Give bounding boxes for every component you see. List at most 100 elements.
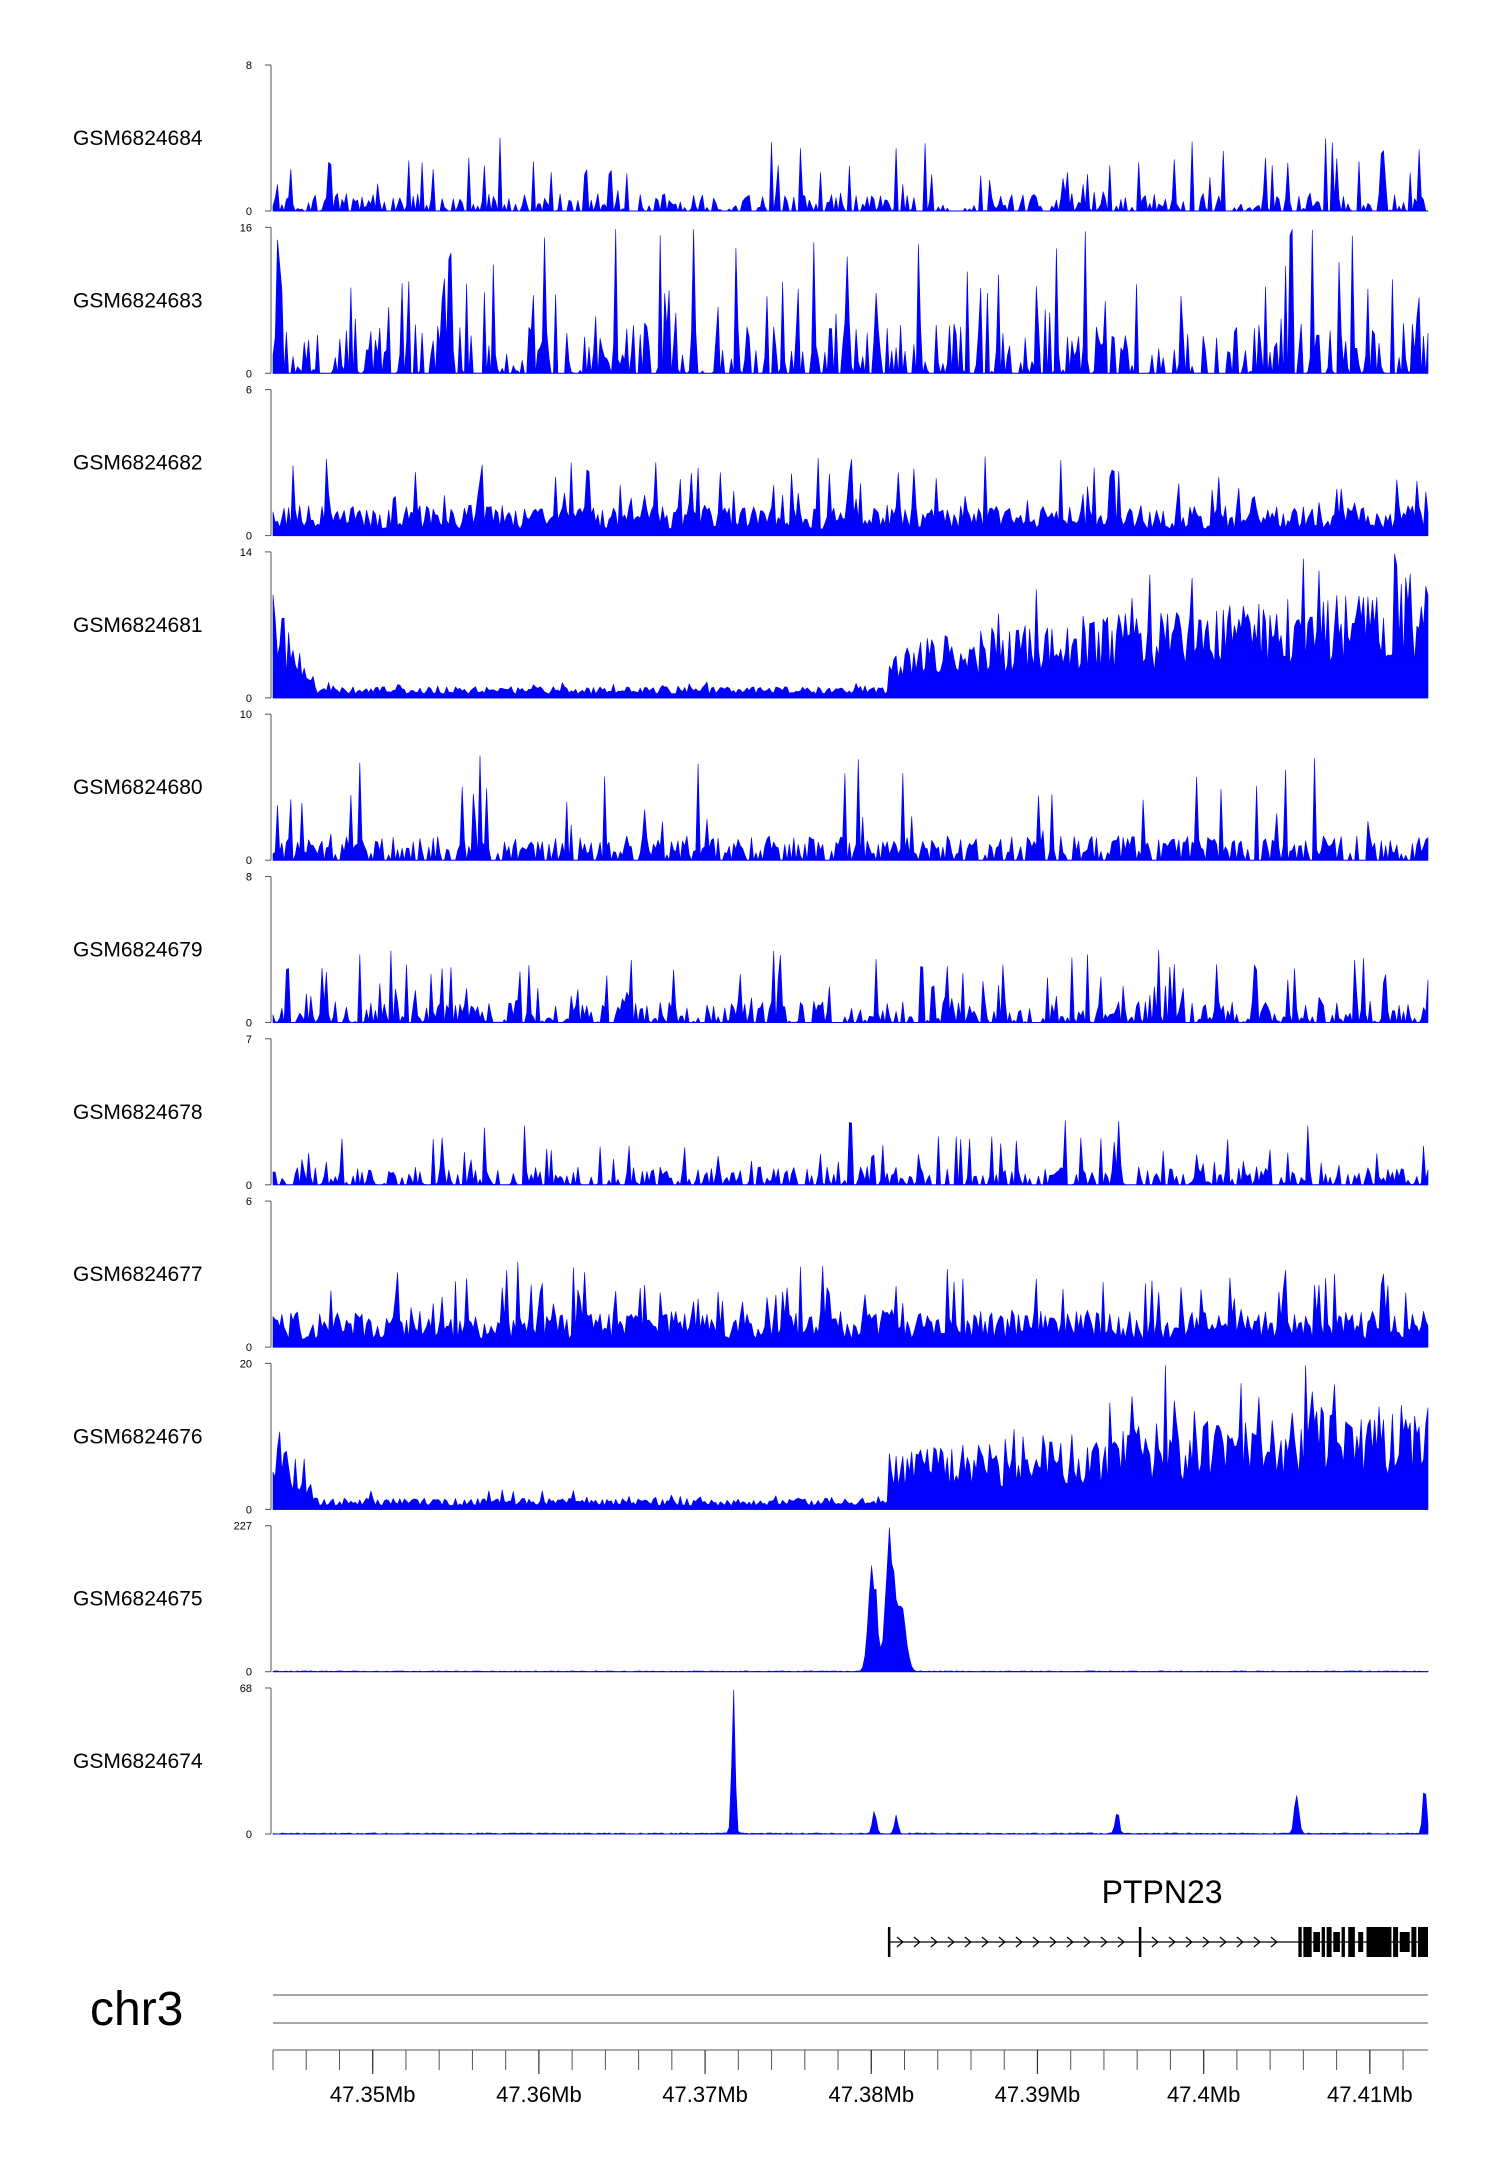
gene-exon	[1321, 1927, 1325, 1957]
signal-area	[272, 1120, 1429, 1186]
strand-arrow	[896, 1936, 904, 1948]
gene-exon	[1303, 1927, 1312, 1957]
gene-exon	[1418, 1927, 1428, 1957]
signal-area	[272, 755, 1429, 861]
signal-area	[272, 1689, 1429, 1835]
y-min-label: 0	[246, 1180, 252, 1192]
track-label: GSM6824674	[73, 1750, 203, 1773]
track-gsm6824674: GSM6824674 68 0	[73, 1683, 1429, 1841]
track-gsm6824679: GSM6824679 8 0	[73, 872, 1429, 1030]
strand-arrow	[1168, 1936, 1176, 1948]
strand-arrow	[1117, 1936, 1125, 1948]
strand-arrow	[1015, 1936, 1023, 1948]
signal-area	[272, 1365, 1429, 1510]
track-gsm6824678: GSM6824678 7 0	[73, 1034, 1429, 1192]
strand-arrow	[1202, 1936, 1210, 1948]
y-max-label: 16	[240, 222, 252, 234]
strand-arrow	[1083, 1936, 1091, 1948]
y-min-label: 0	[246, 855, 252, 867]
strand-arrow	[1032, 1936, 1040, 1948]
track-label: GSM6824680	[73, 776, 203, 799]
gene-exon	[1366, 1927, 1392, 1957]
y-min-label: 0	[246, 531, 252, 543]
signal-area	[272, 553, 1429, 699]
track-gsm6824675: GSM6824675 227 0	[73, 1521, 1429, 1679]
signal-area	[272, 1261, 1429, 1348]
gene-exon	[1138, 1927, 1142, 1957]
gene-exon	[1348, 1927, 1355, 1957]
strand-arrow	[1236, 1936, 1244, 1948]
strand-arrow	[1100, 1936, 1108, 1948]
strand-arrow	[1253, 1936, 1261, 1948]
gene-model	[887, 1927, 1428, 1957]
axis-ticks: 47.35Mb 47.36Mb 47.37Mb 47.38Mb 47.39Mb 47.4M…	[272, 1994, 1428, 2107]
track-label: GSM6824677	[73, 1263, 203, 1286]
track-gsm6824683: GSM6824683 16 0	[73, 222, 1429, 380]
strand-arrow	[947, 1936, 955, 1948]
gene-exon	[1313, 1932, 1320, 1952]
y-min-label: 0	[246, 1829, 252, 1841]
track-label: GSM6824684	[73, 127, 203, 150]
strand-arrow	[1151, 1936, 1159, 1948]
strand-arrow	[981, 1936, 989, 1948]
y-min-label: 0	[246, 1504, 252, 1516]
y-max-label: 227	[234, 1521, 252, 1533]
y-max-label: 7	[246, 1034, 252, 1046]
gene-label: PTPN23	[1102, 1874, 1223, 1910]
signal-area	[272, 137, 1429, 212]
strand-arrow	[1219, 1936, 1227, 1948]
track-gsm6824680: GSM6824680 10 0	[73, 709, 1429, 867]
signal-area	[272, 229, 1429, 374]
track-label: GSM6824681	[73, 614, 203, 637]
y-max-label: 20	[240, 1358, 252, 1370]
x-tick-label: 47.38Mb	[828, 2082, 914, 2107]
track-label: GSM6824676	[73, 1425, 203, 1448]
signal-area	[272, 1527, 1429, 1672]
gene-exon	[1393, 1927, 1399, 1957]
strand-arrow	[1270, 1936, 1278, 1948]
track-label: GSM6824682	[73, 452, 203, 475]
x-tick-label: 47.37Mb	[662, 2082, 748, 2107]
x-tick-label: 47.39Mb	[995, 2082, 1081, 2107]
chromosome-label: chr3	[90, 1983, 183, 2036]
strand-arrow	[964, 1936, 972, 1948]
y-max-label: 68	[240, 1683, 252, 1695]
x-tick-label: 47.36Mb	[496, 2082, 582, 2107]
gene-exon	[1399, 1932, 1410, 1952]
track-label: GSM6824675	[73, 1588, 203, 1611]
y-min-label: 0	[246, 368, 252, 380]
strand-arrow	[1049, 1936, 1057, 1948]
gene-track: PTPN23	[887, 1874, 1428, 1957]
x-tick-label: 47.4Mb	[1167, 2082, 1240, 2107]
gene-exon	[1298, 1927, 1302, 1957]
track-label: GSM6824683	[73, 289, 203, 312]
signal-tracks: GSM682468480GSM6824683160GSM682468260GSM…	[73, 60, 1429, 1841]
gene-exon	[887, 1927, 891, 1957]
gene-exon	[1341, 1927, 1345, 1957]
y-max-label: 10	[240, 709, 252, 721]
y-min-label: 0	[246, 1018, 252, 1030]
gene-exon	[1411, 1927, 1417, 1957]
y-min-label: 0	[246, 1342, 252, 1354]
track-gsm6824684: GSM6824684 8 0	[73, 60, 1429, 218]
y-max-label: 8	[246, 872, 252, 884]
y-max-label: 6	[246, 385, 252, 397]
signal-area	[272, 949, 1429, 1023]
y-max-label: 8	[246, 60, 252, 72]
y-min-label: 0	[246, 206, 252, 218]
track-label: GSM6824679	[73, 939, 203, 962]
track-gsm6824676: GSM6824676 20 0	[73, 1358, 1429, 1516]
track-gsm6824677: GSM6824677 6 0	[73, 1196, 1429, 1354]
strand-arrow	[998, 1936, 1006, 1948]
strand-arrow	[1066, 1936, 1074, 1948]
gene-exon	[1326, 1927, 1332, 1957]
x-tick-label: 47.41Mb	[1327, 2082, 1413, 2107]
strand-arrow	[930, 1936, 938, 1948]
y-max-label: 6	[246, 1196, 252, 1208]
y-max-label: 14	[240, 547, 252, 559]
y-min-label: 0	[246, 1667, 252, 1679]
strand-arrow	[1185, 1936, 1193, 1948]
gene-exon	[1358, 1932, 1364, 1952]
y-min-label: 0	[246, 693, 252, 705]
